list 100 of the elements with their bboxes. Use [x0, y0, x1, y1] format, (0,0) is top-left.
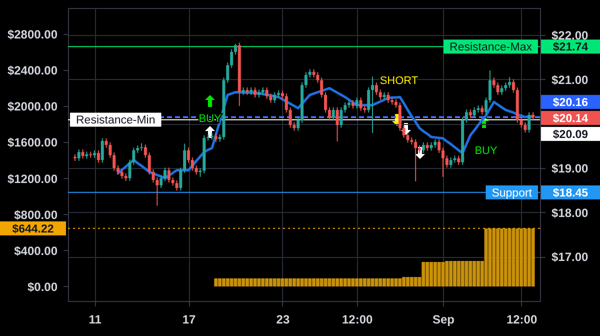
bar — [476, 260, 480, 286]
bar — [520, 228, 524, 286]
x-tick-label: 12:00 — [506, 312, 538, 326]
y-tick-label: $2800.00 — [7, 27, 58, 42]
bar — [324, 278, 328, 286]
candlestick — [480, 105, 484, 116]
bar — [437, 262, 441, 286]
candlestick — [441, 147, 444, 178]
bar — [441, 262, 445, 286]
bar — [316, 278, 320, 286]
bar — [449, 260, 453, 286]
bar — [343, 278, 347, 286]
ref-line-label: Support — [492, 187, 533, 200]
bar — [394, 278, 398, 286]
candlestick — [254, 86, 257, 98]
bar — [328, 278, 332, 286]
bar — [242, 278, 246, 286]
bar — [374, 278, 378, 286]
bar — [464, 260, 468, 286]
y2-tick-label: $18.00 — [552, 206, 589, 220]
candlestick — [167, 167, 170, 184]
candlestick — [445, 155, 448, 168]
bar — [226, 278, 230, 286]
candlestick — [512, 78, 515, 94]
bar — [351, 278, 355, 286]
bar — [378, 278, 382, 286]
candlestick — [77, 148, 80, 162]
candlestick — [496, 82, 500, 96]
candlestick — [164, 167, 167, 182]
bar — [320, 278, 324, 286]
candlestick — [148, 152, 151, 176]
bar — [366, 278, 370, 286]
ref-line-label: Resistance-Max — [450, 42, 532, 54]
bar — [336, 278, 340, 286]
bar — [296, 278, 300, 286]
candlestick — [355, 97, 358, 110]
bar — [257, 278, 261, 286]
bar — [288, 278, 292, 286]
candlestick — [344, 102, 347, 114]
bar — [527, 228, 531, 286]
bar — [410, 277, 414, 286]
bar — [280, 278, 284, 286]
bar — [390, 278, 394, 286]
bar — [500, 228, 504, 286]
candlestick — [472, 106, 476, 118]
bar — [292, 278, 296, 286]
bar — [460, 260, 464, 286]
candlestick — [324, 92, 328, 114]
y-tick-label: $0.00 — [27, 280, 58, 294]
candlestick — [304, 72, 308, 88]
candlestick — [422, 142, 425, 154]
x-tick-label: Sep — [432, 312, 454, 326]
candlestick — [359, 97, 362, 112]
bar — [261, 278, 265, 286]
bar — [362, 278, 366, 286]
candlestick — [332, 106, 335, 122]
candlestick — [112, 152, 116, 172]
bar — [472, 260, 476, 286]
bar — [531, 228, 535, 286]
bar — [382, 278, 386, 286]
text: $644.22 — [12, 223, 54, 236]
bar — [445, 260, 449, 286]
candlestick — [508, 76, 512, 88]
x-tick-label: 23 — [276, 312, 290, 326]
bar — [276, 278, 280, 286]
candlestick — [108, 142, 112, 158]
candlestick — [144, 144, 147, 158]
candlestick — [464, 109, 468, 124]
candlestick — [320, 77, 324, 98]
x-tick-label: 12:00 — [342, 312, 374, 326]
bar — [359, 278, 363, 286]
candlestick — [226, 62, 230, 84]
x-tick-label: 17 — [182, 312, 196, 326]
annotation: BUY — [198, 113, 222, 125]
bar — [230, 278, 234, 286]
bar — [484, 228, 488, 286]
bar — [265, 278, 269, 286]
candlestick — [175, 180, 178, 192]
bar — [347, 278, 351, 286]
bar — [523, 228, 527, 286]
y-tick-label: $1600.00 — [7, 136, 58, 150]
bar — [234, 278, 238, 286]
bar — [268, 278, 272, 286]
bar — [426, 262, 430, 286]
candlestick — [406, 132, 410, 144]
candlestick — [230, 48, 234, 68]
bar — [516, 228, 520, 286]
y2-tick-label: $19.00 — [552, 162, 589, 176]
y2-tick-label: $21.00 — [552, 72, 589, 87]
candlestick — [96, 150, 100, 164]
candlestick — [316, 72, 320, 84]
bar — [249, 278, 253, 286]
ref-line-label: Resistance-Min — [76, 114, 156, 127]
candlestick — [116, 164, 120, 176]
bar — [300, 278, 304, 286]
bar — [386, 278, 390, 286]
candlestick — [160, 175, 163, 188]
bar — [504, 228, 508, 286]
candlestick — [179, 167, 182, 192]
bar — [422, 262, 426, 286]
